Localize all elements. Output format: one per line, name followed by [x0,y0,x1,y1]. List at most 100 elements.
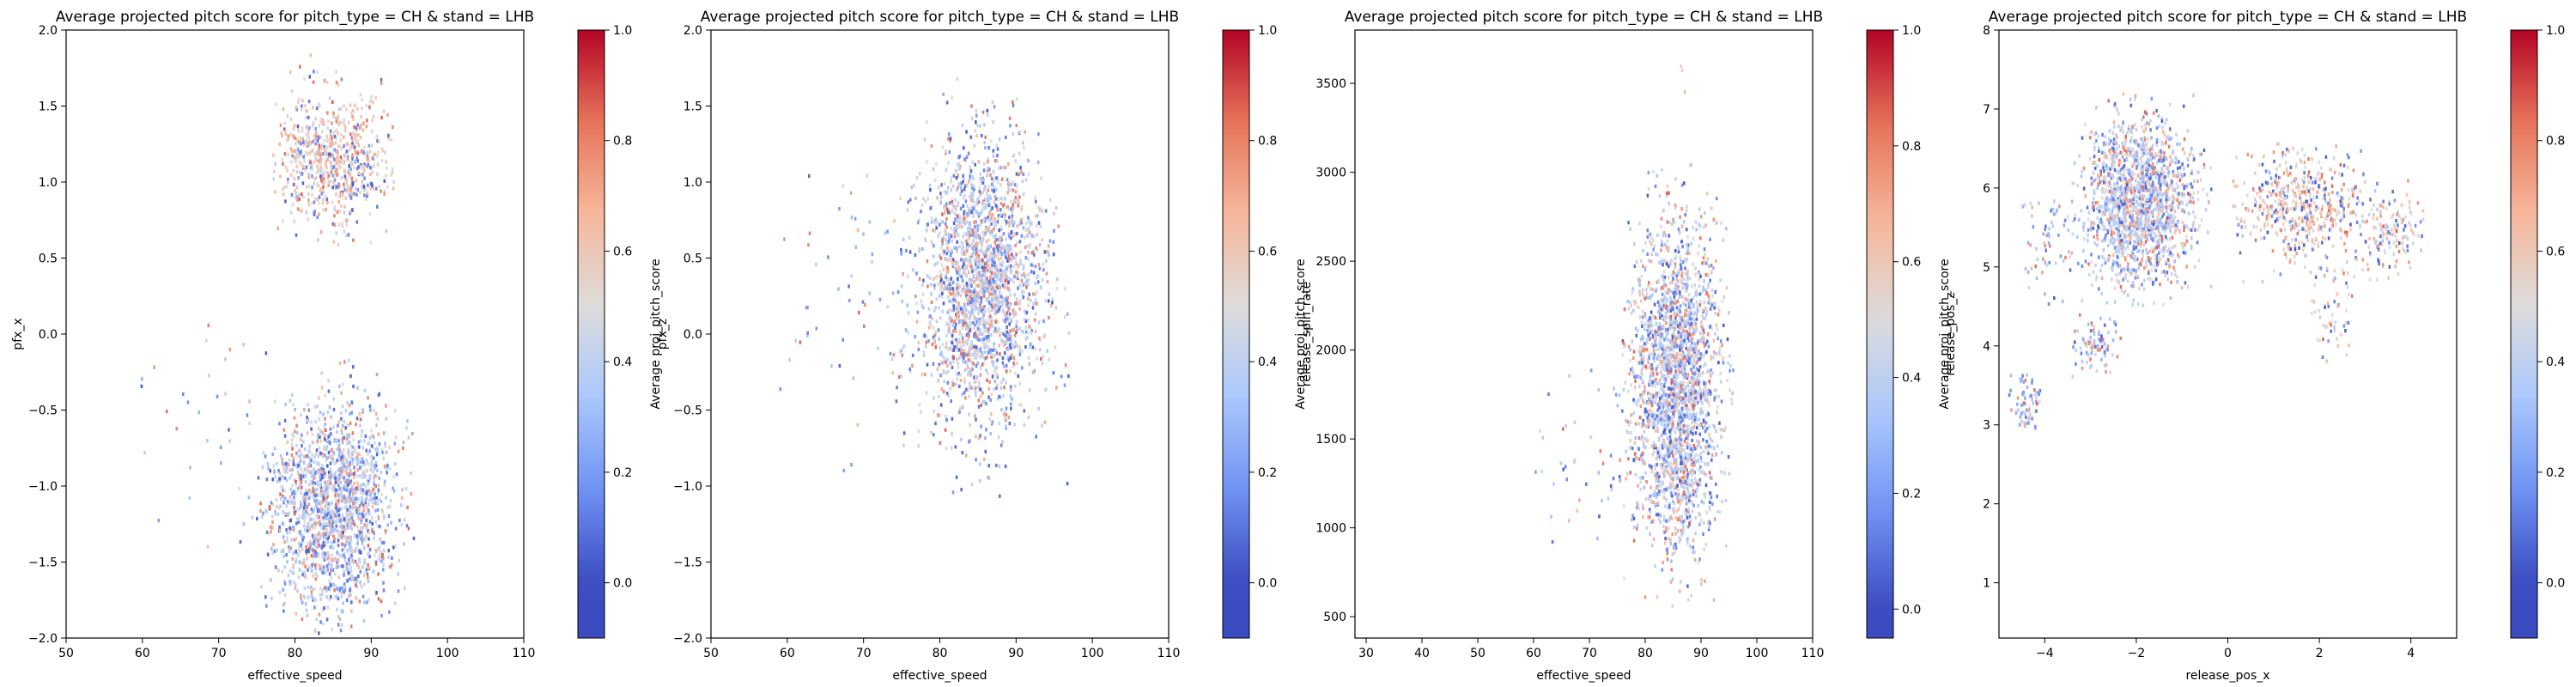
data-cell [310,474,313,478]
data-cell [960,333,963,337]
data-cell [333,164,337,168]
data-cell [981,350,985,355]
data-cell [346,479,349,483]
data-cell [916,221,920,225]
data-cell [342,601,344,605]
data-cell [1021,329,1024,334]
data-cell [922,278,925,283]
data-cell [332,165,335,169]
data-cell [282,186,285,192]
data-cell [318,396,320,400]
data-cell [960,258,963,262]
data-cell [959,293,963,298]
data-cell [361,429,363,434]
data-cell [268,505,271,509]
colorbar-tick-label: 1.0 [1258,24,1277,38]
data-cell [987,295,990,300]
data-cell [376,204,379,209]
data-cell [312,574,315,578]
data-cell [926,222,929,227]
data-cell [368,547,372,552]
data-cell [999,256,1003,260]
data-cell [337,107,341,112]
colorbar-tick-label: 0.2 [613,466,632,480]
data-cell [294,509,297,514]
data-cell [313,134,315,138]
data-cell [942,92,945,96]
data-cell [945,100,949,105]
data-cell [298,506,301,510]
data-cell [997,327,1000,331]
data-cell [939,270,942,274]
data-cell [1037,320,1041,325]
data-cell [983,273,987,277]
data-cell [277,469,280,473]
data-cell [331,501,333,505]
data-cell [325,198,329,202]
data-cell [314,156,317,161]
data-cell [332,582,335,587]
data-cell [380,81,383,85]
data-cell [1030,263,1033,267]
data-cell [856,423,860,427]
data-cell [349,588,351,593]
data-cell [343,129,347,133]
data-cell [378,498,381,502]
data-cell [944,222,947,226]
data-cell [343,527,346,532]
data-cell [951,340,953,344]
data-cell [1005,330,1009,334]
data-cell [282,219,284,223]
data-cell [238,487,240,491]
data-cell [337,575,341,580]
data-cell [969,295,972,299]
data-cell [986,378,988,382]
data-cell [359,191,361,195]
data-cell [392,180,395,185]
data-cell [343,454,345,459]
data-cell [966,363,969,368]
data-cell [973,303,975,307]
data-cell [272,177,275,181]
data-cell [1022,330,1024,334]
data-cell [979,327,981,331]
data-cell [323,180,326,185]
data-cell [989,257,993,261]
data-cell [995,463,998,468]
data-cell [941,361,944,365]
data-cell [962,146,965,150]
data-cell [364,513,367,517]
data-cell [405,426,408,430]
data-cell [969,165,971,169]
data-cell [265,477,269,482]
data-cell [1035,214,1037,218]
data-cell [371,515,374,520]
data-cell [963,356,965,361]
data-cell [367,575,369,580]
data-cell [1025,310,1029,314]
data-cell [337,468,341,472]
data-cell [981,237,984,242]
data-cell [1630,311,1633,315]
data-cell [374,447,377,452]
data-cell [313,488,317,492]
data-cell [1635,456,1637,460]
data-cell [944,287,947,291]
data-cell [274,512,277,516]
data-cell [942,287,945,291]
data-cell [988,380,991,384]
data-cell [933,340,936,344]
data-cell [995,282,998,286]
data-cell [1030,251,1034,255]
data-cell [329,587,331,592]
data-cell [957,290,960,295]
data-cell [292,509,295,514]
data-cell [382,549,386,553]
data-cell [311,432,314,436]
data-cell [993,247,996,252]
data-cell [388,445,391,450]
data-cell [312,480,314,484]
data-cell [986,173,988,178]
data-cell [343,462,345,466]
data-cell [295,451,298,455]
